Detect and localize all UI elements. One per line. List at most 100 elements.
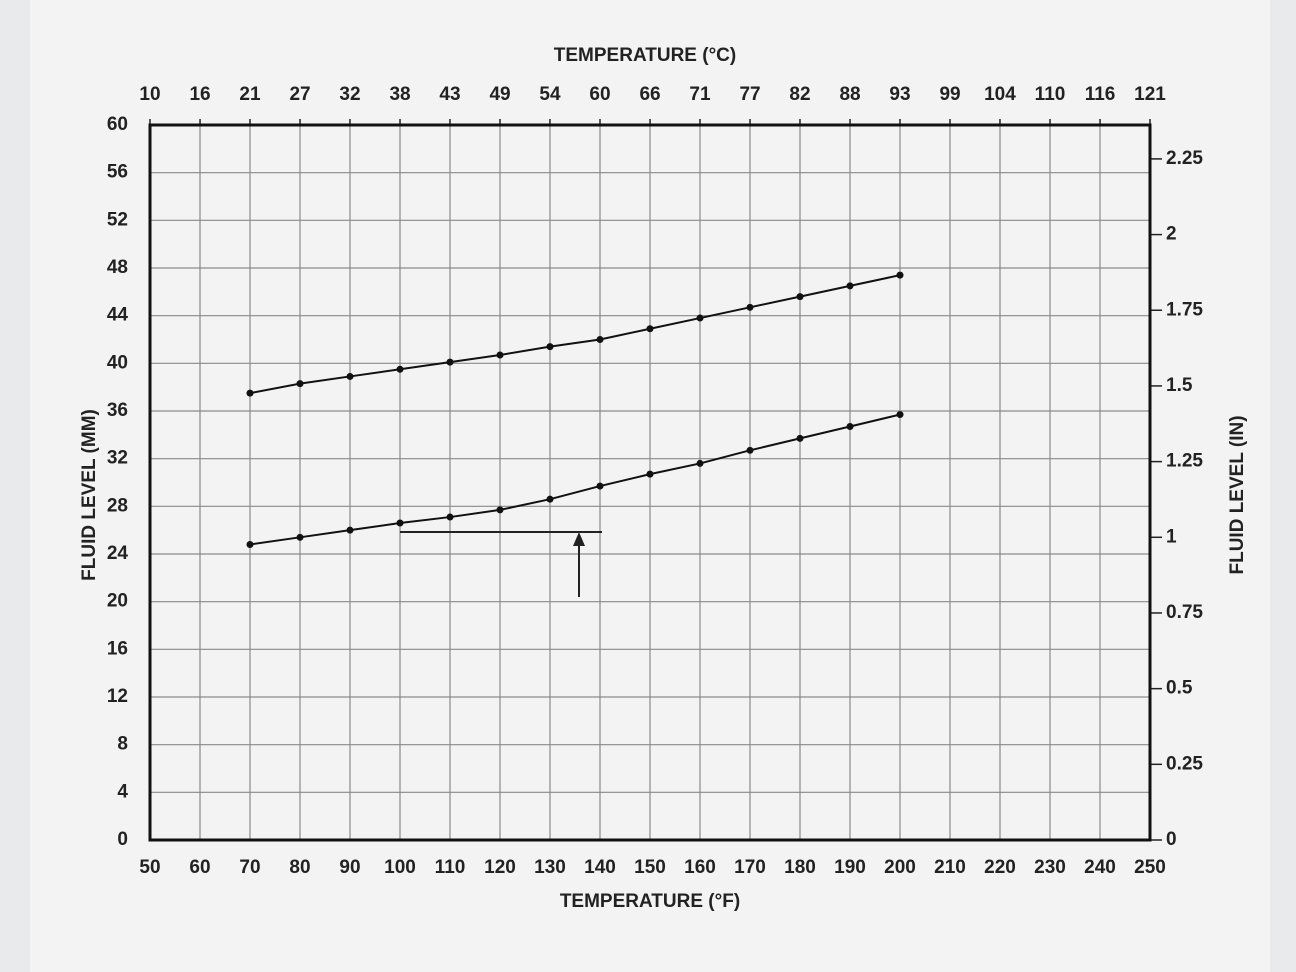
x2-tick-label: 88: [839, 84, 860, 105]
x-tick-label: 70: [239, 857, 260, 878]
data-point: [446, 358, 454, 366]
x2-tick-label: 60: [589, 84, 610, 105]
x-tick-label: 100: [384, 857, 416, 878]
data-point: [646, 325, 654, 333]
x2-tick-label: 71: [689, 84, 711, 105]
y-tick-label: 4: [117, 781, 128, 802]
y-tick-label: 48: [107, 257, 128, 278]
y-axis-label: FLUID LEVEL (MM): [79, 409, 100, 581]
x-tick-label: 180: [784, 857, 816, 878]
data-point: [246, 540, 254, 548]
data-point: [396, 519, 404, 527]
x2-tick-label: 27: [289, 84, 310, 105]
data-point: [496, 506, 504, 514]
x-tick-label: 210: [934, 857, 966, 878]
x2-tick-label: 110: [1035, 84, 1066, 105]
y-tick-label: 36: [107, 400, 128, 421]
data-point: [596, 336, 604, 343]
y-tick-label: 32: [107, 448, 128, 469]
y-tick-label: 12: [107, 686, 128, 707]
data-point: [646, 470, 654, 478]
data-point: [596, 482, 604, 490]
y2-axis-label: FLUID LEVEL (IN): [1227, 415, 1248, 574]
x2-tick-label: 66: [639, 84, 660, 105]
x-tick-label: 160: [684, 857, 716, 878]
y-tick-label: 24: [107, 543, 129, 564]
y2-tick-label: 0: [1166, 829, 1177, 850]
data-point: [246, 389, 254, 397]
data-point: [896, 411, 904, 419]
y-tick-label: 16: [107, 638, 128, 659]
data-point: [746, 303, 754, 311]
x2-tick-label: 49: [489, 84, 510, 105]
x2-tick-label: 116: [1085, 84, 1116, 105]
x-tick-label: 50: [139, 857, 160, 878]
plot-frame: [148, 123, 1152, 842]
x-tick-label: 120: [484, 857, 516, 878]
data-point: [846, 422, 854, 430]
y-tick-label: 0: [117, 829, 128, 850]
x2-tick-label: 10: [139, 84, 160, 105]
x-tick-label: 140: [584, 857, 616, 878]
data-point: [446, 513, 454, 521]
x2-tick-label: 104: [984, 84, 1016, 105]
data-point: [546, 343, 554, 351]
data-point: [896, 271, 904, 279]
y2-tick-label: 0.25: [1166, 753, 1203, 774]
x-tick-label: 250: [1134, 857, 1166, 878]
x2-tick-label: 54: [539, 84, 561, 105]
x2-tick-label: 121: [1134, 84, 1166, 105]
x2-tick-label: 38: [389, 84, 410, 105]
y-tick-label: 52: [107, 209, 128, 230]
x2-tick-label: 77: [739, 84, 760, 105]
x-tick-label: 200: [884, 857, 916, 878]
data-point: [496, 351, 504, 359]
x2-tick-label: 43: [439, 84, 460, 105]
x-tick-label: 170: [734, 857, 766, 878]
data-point: [346, 526, 354, 534]
data-point: [796, 434, 804, 442]
x-tick-label: 190: [834, 857, 866, 878]
y-tick-label: 20: [107, 591, 128, 612]
y-tick-label: 60: [107, 114, 128, 135]
x-tick-label: 90: [339, 857, 360, 878]
y-tick-label: 8: [117, 734, 128, 755]
y2-tick-label: 1.75: [1166, 299, 1203, 320]
data-point: [396, 365, 404, 373]
data-point: [696, 459, 704, 467]
x-tick-label: 230: [1034, 857, 1066, 878]
series-line: [249, 413, 901, 546]
x-tick-label: 150: [634, 857, 666, 878]
data-point: [846, 282, 854, 290]
y2-tick-label: 0.75: [1166, 602, 1203, 623]
top-axis-label: TEMPERATURE (°C): [554, 45, 736, 66]
x2-tick-label: 21: [239, 84, 261, 105]
x-tick-label: 130: [534, 857, 566, 878]
data-point: [296, 533, 304, 541]
arrow-head: [573, 532, 585, 546]
x2-tick-label: 82: [789, 84, 810, 105]
data-point: [296, 380, 304, 388]
x-tick-label: 60: [189, 857, 210, 878]
y-tick-label: 28: [107, 495, 128, 516]
x-tick-label: 220: [984, 857, 1016, 878]
x2-tick-label: 32: [339, 84, 360, 105]
y-tick-label: 56: [107, 162, 128, 183]
y-tick-label: 44: [107, 305, 129, 326]
y2-tick-label: 1.5: [1166, 375, 1193, 396]
x-tick-label: 110: [435, 857, 466, 878]
y2-tick-label: 0.5: [1166, 678, 1193, 699]
x2-tick-label: 99: [939, 84, 960, 105]
data-point: [546, 495, 554, 503]
x-axis-label: TEMPERATURE (°F): [560, 891, 740, 912]
series-line: [249, 274, 901, 395]
y2-tick-label: 1: [1166, 526, 1177, 547]
y2-tick-label: 1.25: [1166, 451, 1203, 472]
y-tick-label: 40: [107, 352, 128, 373]
data-point: [796, 293, 804, 301]
y2-tick-label: 2: [1166, 224, 1177, 245]
x2-tick-label: 16: [189, 84, 210, 105]
data-point: [696, 314, 704, 322]
